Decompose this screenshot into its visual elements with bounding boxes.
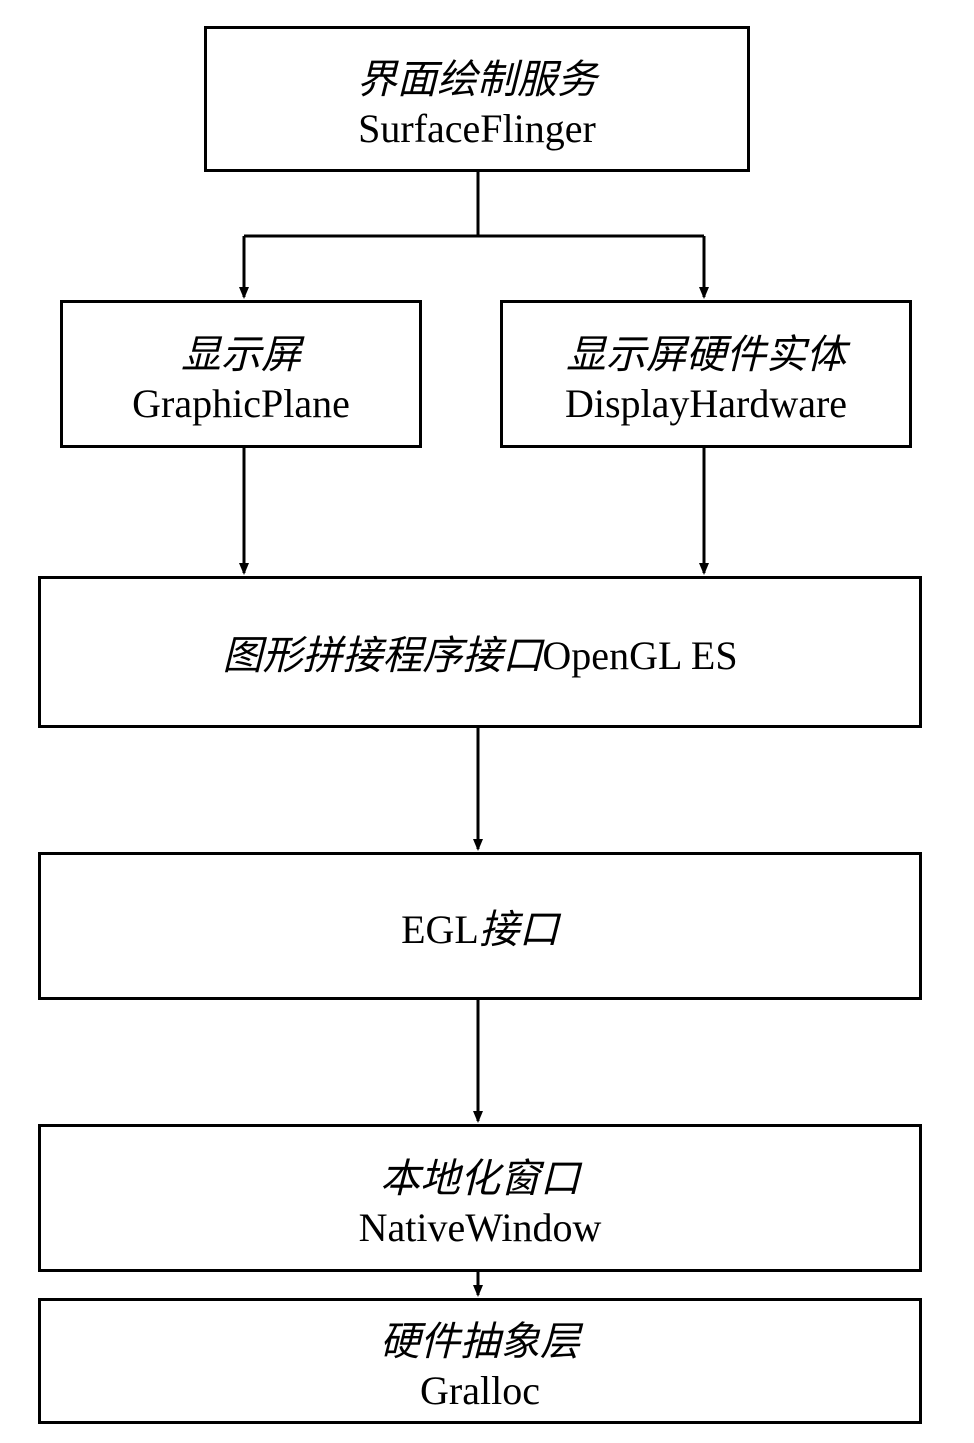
node-display-hardware: 显示屏硬件实体 DisplayHardware (500, 300, 912, 448)
node-en-label: SurfaceFlinger (358, 105, 596, 152)
node-cn-label: 本地化窗口 (380, 1146, 580, 1204)
node-mixed-label: 图形拼接程序接口OpenGL ES (222, 623, 737, 681)
node-cn-label: 显示屏硬件实体 (566, 322, 846, 380)
node-egl: EGL接口 (38, 852, 922, 1000)
node-en-label: GraphicPlane (132, 380, 350, 427)
node-mixed-label: EGL接口 (401, 897, 559, 955)
node-cn-label: 硬件抽象层 (380, 1309, 580, 1367)
node-surface-flinger: 界面绘制服务 SurfaceFlinger (204, 26, 750, 172)
edge-fork (244, 172, 704, 297)
node-en-label: DisplayHardware (565, 380, 847, 427)
node-opengl-es: 图形拼接程序接口OpenGL ES (38, 576, 922, 728)
flowchart-diagram: 界面绘制服务 SurfaceFlinger 显示屏 GraphicPlane 显… (0, 0, 974, 1443)
node-en-label: NativeWindow (359, 1204, 602, 1251)
node-gralloc: 硬件抽象层 Gralloc (38, 1298, 922, 1424)
node-native-window: 本地化窗口 NativeWindow (38, 1124, 922, 1272)
node-cn-label: 界面绘制服务 (357, 47, 597, 105)
node-en-label: Gralloc (420, 1367, 540, 1414)
node-graphic-plane: 显示屏 GraphicPlane (60, 300, 422, 448)
node-cn-label: 显示屏 (181, 322, 301, 380)
